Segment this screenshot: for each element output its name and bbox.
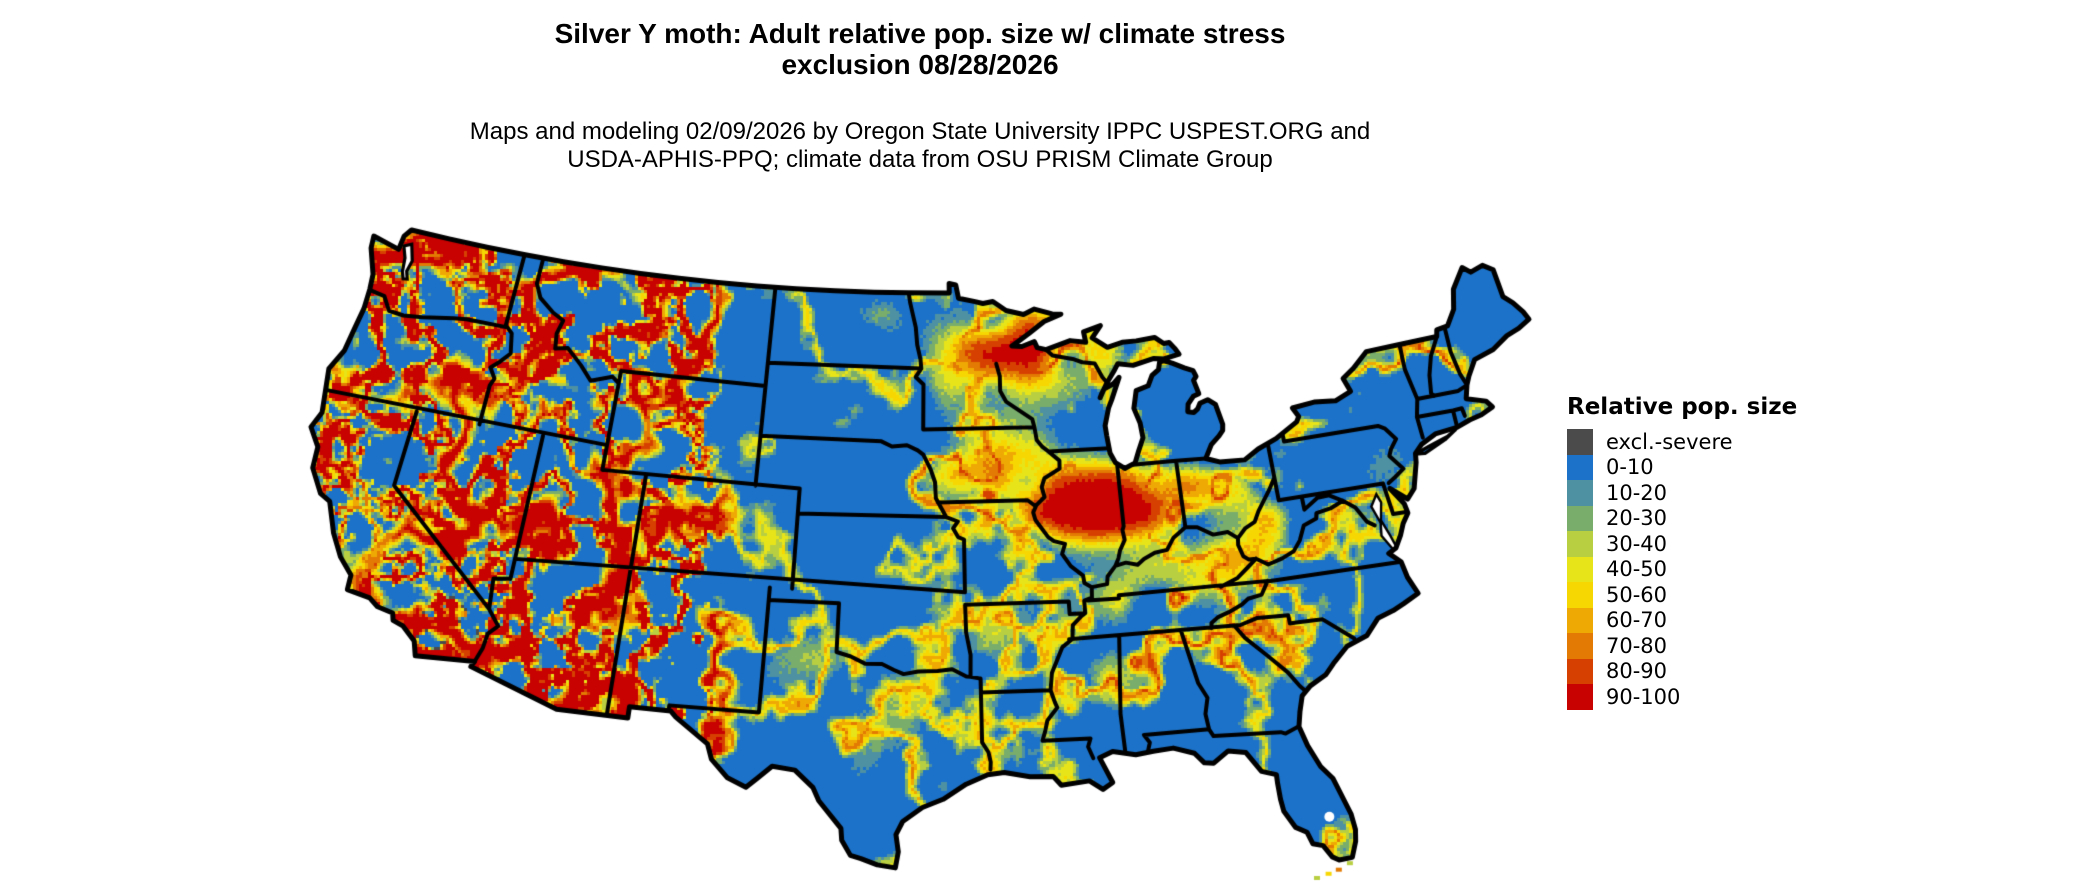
- legend-row: excl.-severe: [1567, 429, 1797, 455]
- legend-label: 90-100: [1606, 684, 1681, 709]
- legend-row: 10-20: [1567, 480, 1797, 506]
- legend: Relative pop. size excl.-severe 0-10 10-20…: [1567, 394, 1797, 710]
- legend-row: 20-30: [1567, 505, 1797, 531]
- page-subtitle: Maps and modeling 02/09/2026 by Oregon S…: [0, 118, 1840, 174]
- legend-row: 80-90: [1567, 658, 1797, 684]
- legend-row: 90-100: [1567, 684, 1797, 710]
- legend-entries: excl.-severe 0-10 10-20 20-30 30-40 40-50 50-6…: [1567, 429, 1797, 710]
- legend-row: 40-50: [1567, 556, 1797, 582]
- legend-swatch: [1567, 684, 1593, 710]
- legend-label: 0-10: [1606, 455, 1654, 480]
- legend-label: excl.-severe: [1606, 429, 1733, 454]
- map-subtitle-line1: Maps and modeling 02/09/2026 by Oregon S…: [469, 118, 1371, 145]
- legend-swatch: [1567, 480, 1593, 506]
- legend-label: 20-30: [1606, 506, 1668, 531]
- map-title-line2: exclusion 08/28/2026: [781, 49, 1059, 80]
- legend-label: 60-70: [1606, 608, 1668, 633]
- legend-label: 80-90: [1606, 659, 1668, 684]
- legend-swatch: [1567, 582, 1593, 608]
- legend-label: 10-20: [1606, 480, 1668, 505]
- legend-swatch: [1567, 429, 1593, 455]
- legend-swatch: [1567, 531, 1593, 557]
- legend-row: 50-60: [1567, 582, 1797, 608]
- legend-label: 70-80: [1606, 633, 1668, 658]
- legend-row: 70-80: [1567, 633, 1797, 659]
- legend-label: 50-60: [1606, 582, 1668, 607]
- legend-label: 30-40: [1606, 531, 1668, 556]
- legend-swatch: [1567, 556, 1593, 582]
- legend-swatch: [1567, 658, 1593, 684]
- legend-swatch: [1567, 454, 1593, 480]
- us-map-canvas: [305, 224, 1535, 884]
- map-title-line1: Silver Y moth: Adult relative pop. size …: [554, 18, 1286, 49]
- legend-label: 40-50: [1606, 557, 1668, 582]
- legend-swatch: [1567, 607, 1593, 633]
- legend-row: 0-10: [1567, 454, 1797, 480]
- legend-swatch: [1567, 505, 1593, 531]
- legend-title: Relative pop. size: [1567, 394, 1798, 420]
- legend-swatch: [1567, 633, 1593, 659]
- legend-row: 60-70: [1567, 607, 1797, 633]
- map-subtitle-line2: USDA-APHIS-PPQ; climate data from OSU PR…: [567, 146, 1273, 173]
- page-title: Silver Y moth: Adult relative pop. size …: [0, 18, 1840, 80]
- legend-row: 30-40: [1567, 531, 1797, 557]
